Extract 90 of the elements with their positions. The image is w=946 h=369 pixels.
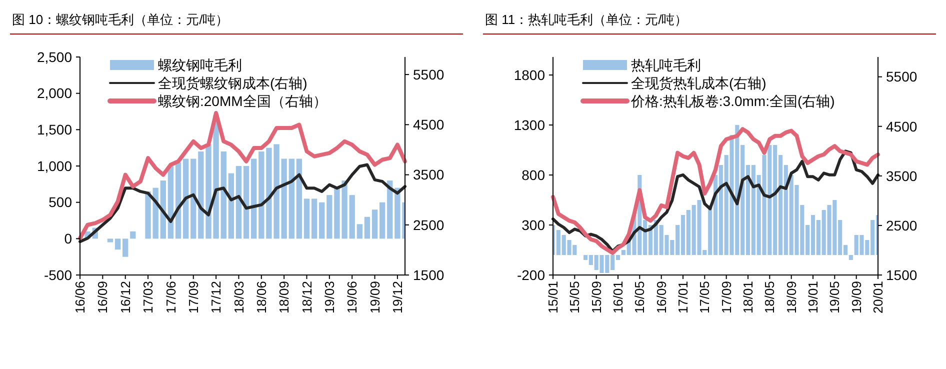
y-tick-label: -200 [516, 266, 546, 283]
x-tick-label: 17/06 [163, 281, 178, 314]
bar [243, 166, 250, 239]
x-tick-label: 19/12 [390, 281, 405, 314]
bar [228, 173, 234, 239]
bar [356, 224, 362, 239]
y2-tick-label: 2500 [886, 217, 918, 234]
x-tick-label: 15/01 [546, 281, 561, 314]
bar [304, 198, 310, 239]
bar [236, 166, 242, 239]
x-tick-label: 19/01 [806, 281, 821, 314]
y-tick-label: 2,500 [36, 48, 72, 65]
y-tick-label: 1,500 [36, 122, 72, 138]
x-tick-label: 16/06 [72, 281, 88, 314]
y2-tick-label: 4500 [413, 116, 444, 133]
x-tick-label: 20/01 [870, 281, 886, 314]
y-tick-label: 1,000 [36, 158, 72, 174]
x-tick-label: 18/03 [231, 281, 246, 314]
bar [394, 188, 400, 239]
x-tick-label: 17/12 [208, 281, 224, 314]
bar [258, 151, 264, 239]
line-series [551, 127, 880, 255]
bar [311, 198, 318, 239]
x-tick-label: 15/09 [588, 281, 604, 314]
bar [372, 210, 378, 239]
y-tick-label: 500 [48, 194, 72, 210]
y2-tick-label: 5500 [886, 68, 918, 85]
x-tick-label: 16/01 [610, 281, 626, 314]
legend-label: 价格:热轧板卷:3.0mm:全国(右轴) [630, 92, 835, 109]
x-tick-label: 19/09 [367, 281, 382, 314]
bar [288, 158, 294, 239]
y2-tick-label: 5500 [413, 66, 444, 82]
x-tick-label: 18/06 [254, 281, 269, 314]
x-tick-label: 19/03 [322, 281, 337, 314]
line-series [78, 163, 406, 244]
y2-tick-label: 1500 [413, 266, 444, 283]
bar [114, 238, 121, 250]
y-tick-label: 800 [522, 166, 546, 183]
x-tick-label: 17/05 [697, 281, 712, 314]
bar [364, 216, 370, 239]
y-tick-label: 1300 [514, 116, 546, 133]
bar [122, 238, 128, 257]
bar [349, 195, 355, 239]
y2-tick-label: 2500 [413, 216, 444, 233]
x-tick-label: 16/05 [632, 281, 648, 314]
y2-tick-label: 1500 [886, 266, 918, 283]
y2-tick-label: 3500 [413, 166, 444, 183]
x-tick-label: 18/05 [762, 281, 778, 314]
bar [107, 238, 114, 242]
bar [130, 231, 136, 239]
x-tick-label: 17/09 [718, 281, 734, 314]
y-tick-label: 0 [64, 230, 72, 247]
y-tick-label: -500 [44, 266, 72, 283]
y-tick-label: 2,000 [36, 85, 72, 102]
x-tick-label: 16/09 [654, 281, 669, 314]
bar [319, 202, 325, 239]
y2-tick-label: 4500 [886, 118, 918, 134]
bar [848, 255, 853, 260]
x-tick-label: 18/09 [276, 281, 292, 314]
bar [190, 158, 196, 239]
x-tick-label: 17/03 [140, 281, 156, 314]
legend-label: 螺纹钢:20MM全国（右轴） [158, 92, 327, 109]
legend-label: 全现货热轧成本(右轴) [631, 74, 766, 91]
y-tick-label: 1800 [514, 66, 546, 83]
legend-label: 螺纹钢吨毛利 [158, 56, 242, 73]
line-series [78, 110, 407, 240]
x-tick-label: 19/05 [827, 281, 842, 314]
legend-label: 热轧吨毛利 [631, 56, 701, 73]
chart-title: 图 11：热轧吨毛利（单位：元/吨） [485, 12, 688, 27]
x-tick-label: 18/12 [299, 281, 314, 314]
x-tick-label: 19/06 [344, 281, 360, 314]
chart-title: 图 10：螺纹钢吨毛利（单位：元/吨） [12, 12, 229, 27]
legend-label: 全现货螺纹钢成本(右轴) [158, 74, 308, 91]
x-tick-label: 16/09 [95, 281, 110, 314]
line-series [552, 150, 880, 253]
bar [296, 158, 302, 239]
x-tick-label: 19/09 [848, 281, 864, 314]
x-tick-label: 17/01 [676, 281, 691, 314]
bar [251, 158, 257, 239]
x-tick-label: 16/12 [118, 281, 133, 314]
y2-tick-label: 3500 [886, 168, 918, 184]
bar [379, 202, 386, 239]
y-tick-label: 300 [522, 216, 546, 233]
x-tick-label: 17/09 [186, 281, 201, 314]
x-tick-label: 18/09 [784, 281, 799, 314]
x-tick-label: 15/05 [567, 281, 582, 314]
bar [182, 158, 189, 239]
x-tick-label: 18/01 [740, 281, 756, 314]
bar [220, 151, 226, 239]
bar [387, 180, 393, 239]
